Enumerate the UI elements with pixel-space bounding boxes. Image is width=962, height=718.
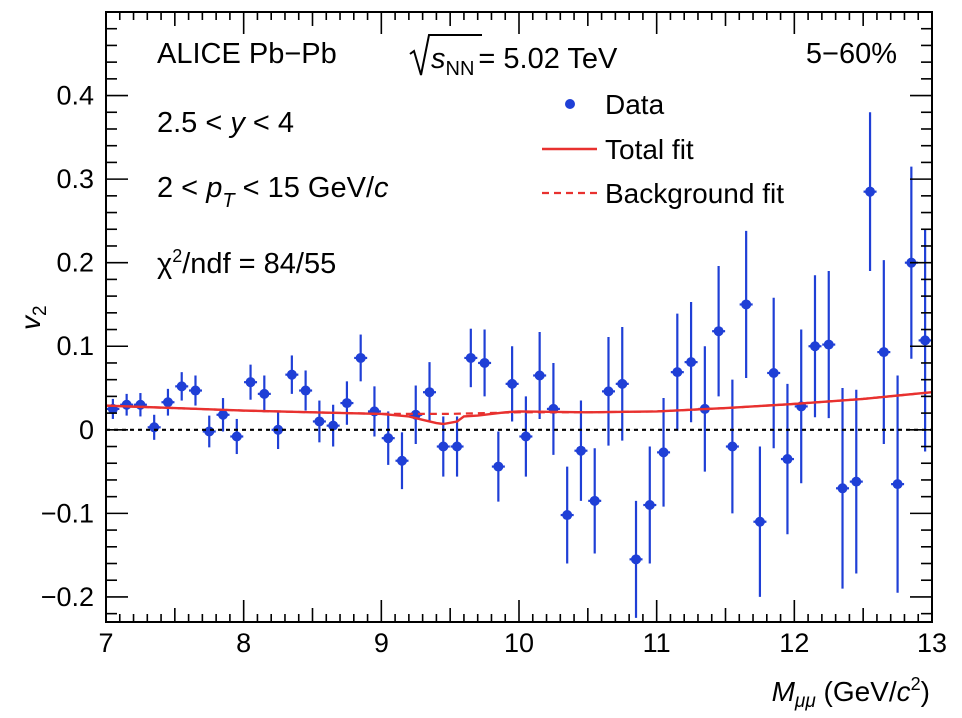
data-point — [424, 387, 435, 398]
data-point — [328, 420, 339, 431]
x-tick-label: 9 — [374, 628, 389, 658]
pt-range-label: 2 < pT < 15 GeV/c — [157, 172, 389, 212]
data-point — [204, 426, 215, 437]
chi2-label: χ2/ndf = 84/55 — [157, 246, 336, 280]
x-axis-title: Mμμ (GeV/c2) — [772, 674, 930, 712]
experiment-label: ALICE Pb−Pb — [157, 38, 337, 70]
data-point — [341, 398, 352, 409]
data-point — [121, 399, 132, 410]
data-point — [286, 369, 297, 380]
data-point — [754, 516, 765, 527]
y-tick-labels: −0.2 −0.1 0 0.1 0.2 0.3 0.4 — [41, 81, 94, 612]
data-point — [589, 495, 600, 506]
centrality-label: 5−60% — [806, 38, 897, 70]
svg-text:sNN= 5.02 TeV: sNN = 5.02 TeV — [431, 43, 618, 80]
data-point — [245, 377, 256, 388]
x-tick-label: 7 — [98, 628, 113, 658]
x-tick-label: 10 — [504, 628, 534, 658]
x-tick-label: 12 — [779, 628, 809, 658]
y-axis-title: v2 — [15, 305, 51, 330]
y-tick-label: 0 — [79, 415, 94, 445]
data-point — [479, 357, 490, 368]
data-point — [837, 483, 848, 494]
data-point — [575, 445, 586, 456]
data-point — [865, 186, 876, 197]
legend-background-fit-label: Background fit — [605, 178, 784, 209]
data-point — [562, 510, 573, 521]
axis-ticks — [105, 12, 933, 622]
rapidity-label: 2.5 < y < 4 — [157, 107, 294, 139]
data-point — [314, 416, 325, 427]
x-tick-label: 13 — [917, 628, 947, 658]
data-point — [782, 454, 793, 465]
x-tick-label: 8 — [236, 628, 251, 658]
plot-frame — [105, 11, 933, 623]
data-point — [603, 386, 614, 397]
data-point — [644, 500, 655, 511]
data-point — [231, 431, 242, 442]
x-tick-label: 11 — [643, 628, 671, 658]
data-point — [162, 397, 173, 408]
data-point — [741, 299, 752, 310]
y-tick-label: 0.2 — [56, 248, 94, 278]
data-point — [617, 378, 628, 389]
total-fit-line — [105, 391, 933, 426]
data-point — [658, 447, 669, 458]
data-points — [107, 186, 931, 565]
data-point — [631, 554, 642, 565]
data-point — [355, 352, 366, 363]
legend-data-label: Data — [605, 89, 665, 120]
data-point — [809, 341, 820, 352]
legend: Data Total fit Background fit — [542, 89, 784, 209]
data-point — [383, 433, 394, 444]
data-point — [493, 461, 504, 472]
data-point — [218, 409, 229, 420]
data-point — [892, 479, 903, 490]
data-point — [259, 388, 270, 399]
data-point — [465, 352, 476, 363]
data-point — [823, 339, 834, 350]
y-tick-label: −0.1 — [41, 498, 94, 528]
data-point — [190, 385, 201, 396]
data-point — [438, 441, 449, 452]
y-tick-label: 0.4 — [56, 81, 94, 111]
data-point — [176, 381, 187, 392]
legend-data-marker — [565, 99, 575, 109]
data-point — [300, 385, 311, 396]
legend-total-fit-label: Total fit — [605, 134, 694, 165]
data-point — [878, 347, 889, 358]
y-tick-label: −0.2 — [41, 582, 94, 612]
data-point — [507, 378, 518, 389]
data-point — [396, 455, 407, 466]
data-point — [713, 326, 724, 337]
sqrt-sign — [409, 34, 482, 76]
data-point — [768, 367, 779, 378]
data-point — [727, 441, 738, 452]
data-point — [672, 367, 683, 378]
data-point — [452, 441, 463, 452]
data-error-bars — [106, 112, 932, 618]
data-point — [851, 476, 862, 487]
data-point — [534, 370, 545, 381]
data-point — [686, 357, 697, 368]
data-point — [135, 399, 146, 410]
data-point — [520, 431, 531, 442]
y-tick-label: 0.3 — [56, 164, 94, 194]
y-tick-label: 0.1 — [56, 331, 94, 361]
data-point — [273, 424, 284, 435]
x-tick-labels: 7 8 9 10 11 12 13 — [98, 628, 947, 658]
energy-label: sNN = 5.02 TeV — [409, 34, 618, 80]
data-point — [920, 335, 931, 346]
